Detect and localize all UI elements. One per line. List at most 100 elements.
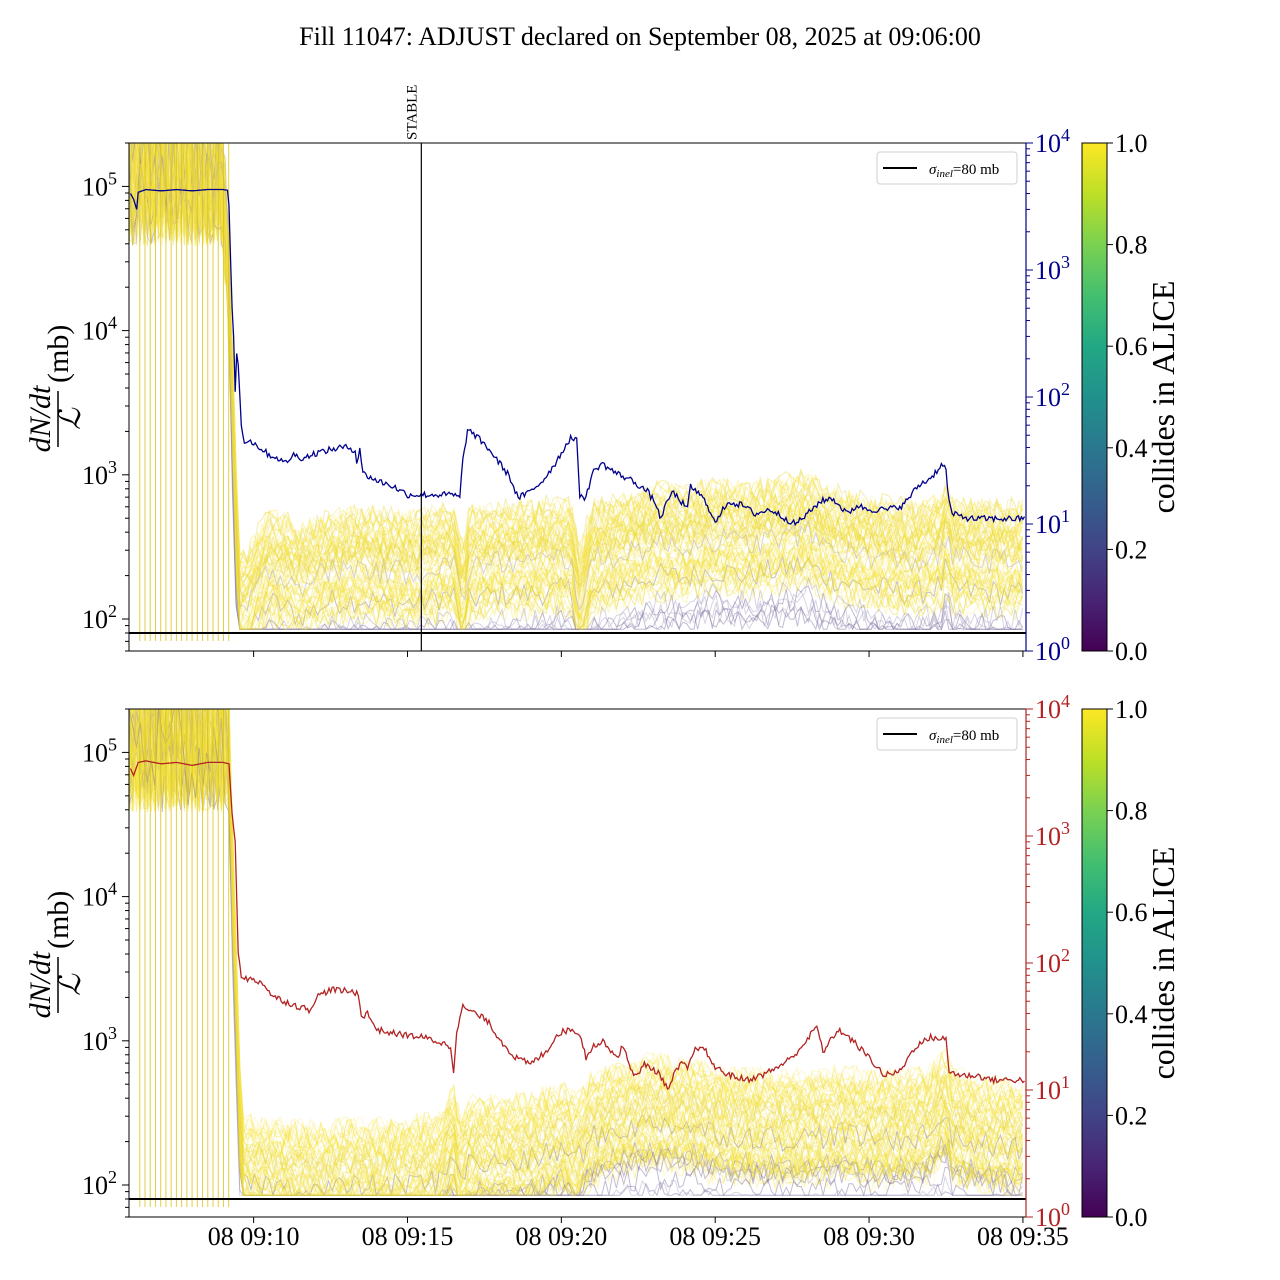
- bunch-line: [129, 143, 1024, 597]
- top-colorbar-gradient: [1081, 142, 1108, 652]
- bunch-line: [129, 143, 1024, 578]
- right-tick-label: 102: [1035, 945, 1070, 978]
- bunch-line: [129, 143, 1023, 631]
- top-colorbar-label: collides in ALICE: [1145, 281, 1181, 514]
- bunch-line: [136, 709, 1024, 1197]
- bunch-line: [129, 709, 1023, 1197]
- bunch-line: [129, 143, 1024, 632]
- y-label-numerator: dN/dt: [24, 951, 57, 1018]
- bunch-line: [129, 143, 1024, 564]
- bunch-line: [129, 143, 1024, 630]
- bunch-line: [129, 709, 1024, 1183]
- colorbar-tick-label: 0.6: [1115, 332, 1148, 361]
- bunch-line: [129, 143, 1024, 612]
- bunch-line: [129, 143, 1024, 579]
- bunch-line: [129, 709, 1024, 1197]
- left-tick-label: 102: [82, 601, 117, 634]
- colorbar-tick-label: 0.6: [1115, 898, 1148, 927]
- bunch-line: [133, 709, 1024, 1153]
- bunch-line: [129, 709, 1024, 1173]
- y-label-unit: (mb): [42, 891, 75, 949]
- y-label-unit: (mb): [42, 325, 75, 383]
- colorbar-tick-label: 0.2: [1115, 1101, 1148, 1130]
- bunch-line: [129, 143, 1024, 608]
- bunch-line: [129, 143, 1023, 606]
- colorbar-tick-label: 0.8: [1115, 797, 1148, 826]
- bunch-line: [129, 143, 1023, 592]
- left-y-axis: 102 103 104 105: [82, 708, 129, 1218]
- bunch-line: [129, 143, 1024, 617]
- legend-label: σinel=80 mb: [929, 728, 999, 746]
- bunch-line: [129, 709, 1024, 1157]
- ramp-spikes: [139, 143, 230, 641]
- bunch-line: [129, 709, 1024, 1162]
- bunch-line: [129, 143, 1023, 631]
- left-y-label: dN/dtℒ (mb): [24, 891, 87, 1019]
- bunch-line: [129, 143, 1024, 630]
- ramp-spikes: [139, 709, 230, 1207]
- bunch-line: [129, 709, 1023, 1198]
- bunch-line: [129, 709, 1023, 1179]
- right-tick-label: 104: [1035, 125, 1070, 158]
- bunch-line: [129, 709, 1024, 1183]
- bunch-line: [129, 709, 1024, 1169]
- bunch-line: [129, 709, 1024, 1197]
- bunch-line: [129, 143, 1023, 603]
- bunch-line: [129, 143, 1024, 597]
- bunch-line: [132, 709, 1023, 1143]
- right-tick-label: 104: [1035, 691, 1070, 724]
- bunch-line: [129, 709, 1024, 1198]
- bunch-line: [129, 709, 1024, 1192]
- bunch-line: [132, 143, 1024, 584]
- left-tick-label: 105: [82, 734, 117, 767]
- x-axis: 08 09:10 08 09:15 08 09:20 08 09:25 08 09:30…: [208, 1217, 1069, 1251]
- bunch-line: [129, 143, 1024, 630]
- colorbar-tick-label: 1.0: [1115, 129, 1148, 158]
- bunch-line: [129, 709, 1023, 1198]
- bottom-colorbar: 0.0 0.2 0.4 0.6 0.8 1.0 collides in ALICE: [1081, 695, 1181, 1232]
- bunch-line: [132, 143, 1024, 610]
- bottom-colorbar-gradient: [1081, 708, 1108, 1218]
- bunch-line: [129, 143, 1023, 631]
- bunch-line: [129, 709, 1024, 1197]
- bunch-line: [129, 143, 1024, 630]
- bunch-line: [129, 709, 1023, 1198]
- plot-area: [129, 143, 1026, 641]
- bunch-line: [129, 709, 1024, 1195]
- bunch-line: [129, 709, 1023, 1197]
- bunch-line: [129, 709, 1024, 1198]
- bunch-line: [129, 709, 1024, 1166]
- bottom-colorbar-label: collides in ALICE: [1145, 847, 1181, 1080]
- y-label-denominator: ℒ: [54, 973, 87, 996]
- bunch-line: [129, 709, 1024, 1197]
- bunch-line: [129, 143, 1024, 630]
- bunch-line: [132, 709, 1023, 1161]
- bunch-line: [129, 143, 1024, 596]
- right-tick-label: 103: [1035, 252, 1070, 285]
- bunch-line: [129, 709, 1024, 1198]
- bunch-line: [129, 709, 1024, 1197]
- bunch-line: [129, 709, 1024, 1190]
- bunch-line: [129, 709, 1024, 1197]
- bunch-line: [129, 709, 1023, 1173]
- bunch-line: [129, 709, 1024, 1198]
- left-tick-label: 102: [82, 1167, 117, 1200]
- x-tick-label: 08 09:15: [362, 1222, 454, 1251]
- right-axis-series: [129, 760, 1025, 1091]
- bunch-line: [129, 709, 1024, 1197]
- bunch-line: [129, 709, 1024, 1197]
- bunch-line: [129, 709, 1024, 1197]
- right-tick-label: 102: [1035, 379, 1070, 412]
- bunch-line: [129, 143, 1024, 582]
- right-tick-label: 101: [1035, 506, 1070, 539]
- stable-marker-label: STABLE: [404, 85, 420, 140]
- bunch-line: [129, 143, 1024, 568]
- bunch-line: [130, 709, 1024, 1146]
- bunch-line: [129, 143, 1024, 631]
- bunch-line: [129, 709, 1023, 1143]
- bunch-lines: [129, 143, 1024, 632]
- x-tick-label: 08 09:20: [515, 1222, 607, 1251]
- bunch-line: [129, 709, 1023, 1198]
- bunch-lines: [129, 709, 1024, 1198]
- bunch-line: [129, 709, 1024, 1169]
